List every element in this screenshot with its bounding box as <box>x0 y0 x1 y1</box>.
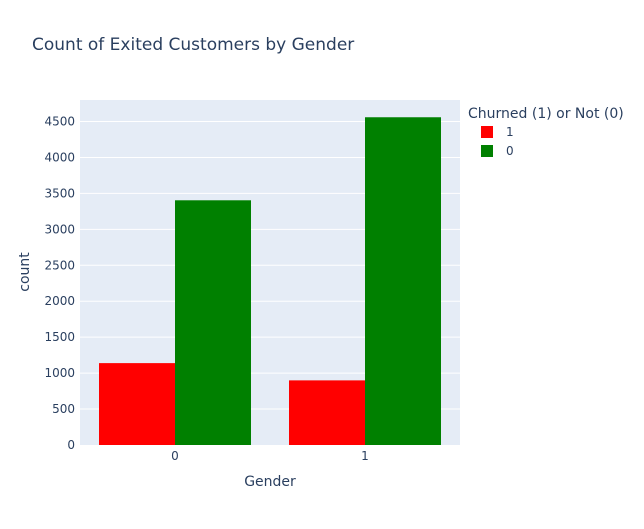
y-tick-label: 1000 <box>44 366 75 380</box>
y-tick-label: 2000 <box>44 294 75 308</box>
bar-gender-0-churned-1[interactable] <box>99 363 175 445</box>
x-tick-label: 1 <box>361 449 369 463</box>
y-tick-label: 4000 <box>44 150 75 164</box>
y-axis-ticks: 0 500 1000 1500 2000 2500 3000 3500 4000 4500 <box>44 114 75 452</box>
y-tick-label: 0 <box>67 438 75 452</box>
x-tick-label: 0 <box>171 449 179 463</box>
y-tick-label: 3000 <box>44 222 75 236</box>
legend-swatch[interactable] <box>481 145 493 157</box>
y-axis-title: count <box>17 252 33 292</box>
legend-items: 10 <box>481 125 514 158</box>
legend-swatch[interactable] <box>481 126 493 138</box>
y-tick-label: 3500 <box>44 186 75 200</box>
bar-gender-1-churned-1[interactable] <box>289 380 365 445</box>
bar-gender-1-churned-0[interactable] <box>365 117 441 445</box>
bar-gender-0-churned-0[interactable] <box>175 200 251 445</box>
bars <box>99 117 441 445</box>
y-tick-label: 4500 <box>44 114 75 128</box>
x-axis-title: Gender <box>244 474 296 490</box>
legend[interactable]: Churned (1) or Not (0) 10 <box>468 106 624 158</box>
y-tick-label: 2500 <box>44 258 75 272</box>
legend-title: Churned (1) or Not (0) <box>468 106 624 122</box>
y-tick-label: 1500 <box>44 330 75 344</box>
legend-label: 1 <box>506 125 514 139</box>
chart-title: Count of Exited Customers by Gender <box>32 35 354 55</box>
y-tick-label: 500 <box>52 402 75 416</box>
legend-label: 0 <box>506 144 514 158</box>
